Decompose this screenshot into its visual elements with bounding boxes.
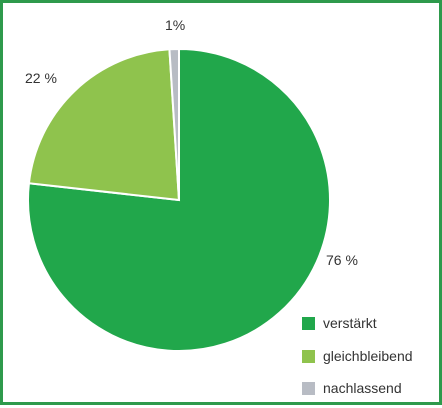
legend-item-verstarkt: verstärkt: [302, 315, 377, 331]
legend: verstärkt gleichbleibend nachlassend: [302, 315, 413, 396]
pie-slice-nachlassend: [168, 47, 180, 201]
legend-swatch-verstarkt: [302, 317, 315, 330]
slice-label-nachlassend: 1%: [165, 17, 185, 33]
legend-label-gleichbleibend: gleichbleibend: [323, 348, 413, 364]
legend-label-nachlassend: nachlassend: [323, 380, 402, 396]
legend-item-nachlassend: nachlassend: [302, 380, 402, 396]
legend-label-verstarkt: verstärkt: [323, 315, 377, 331]
legend-swatch-gleichbleibend: [302, 350, 315, 363]
pie-slice-gleichbleibend: [27, 48, 181, 202]
slice-label-verstarkt: 76 %: [326, 252, 358, 268]
pie-chart: 76 % 22 % 1% verstärkt gleichbleibend na…: [25, 17, 413, 396]
legend-swatch-nachlassend: [302, 382, 315, 395]
slice-label-gleichbleibend: 22 %: [25, 70, 57, 86]
pie-slice-verstarkt: [27, 47, 331, 352]
pie-slices: [27, 47, 331, 352]
legend-item-gleichbleibend: gleichbleibend: [302, 348, 413, 364]
